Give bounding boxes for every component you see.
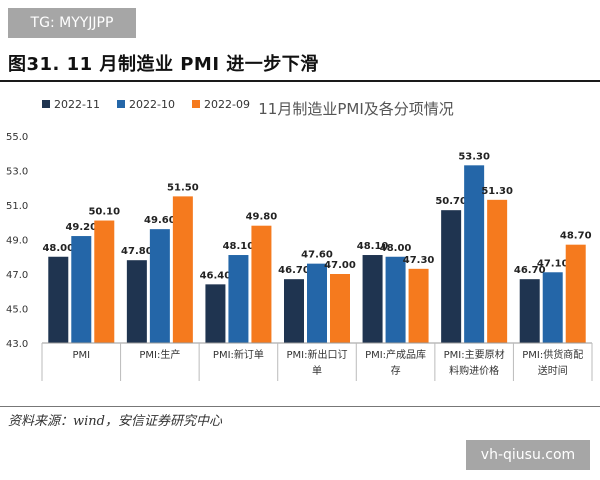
category-label-3-1: 单 — [312, 365, 322, 377]
data-label-5-0: 50.70 — [435, 196, 467, 207]
data-label-6-2: 48.70 — [560, 231, 592, 242]
bar-4-2 — [408, 268, 429, 343]
data-label-0-1: 49.20 — [65, 222, 97, 233]
y-tick-label-0: 43.0 — [6, 339, 28, 350]
bar-5-2 — [487, 199, 508, 343]
category-label-6-0: PMI:供货商配 — [522, 348, 583, 361]
data-label-3-0: 46.70 — [278, 265, 310, 276]
source-rule — [0, 406, 600, 407]
category-label-4-1: 存 — [391, 364, 401, 377]
data-label-2-1: 48.10 — [223, 241, 255, 252]
data-label-6-0: 46.70 — [514, 265, 546, 276]
legend-swatch-0 — [42, 100, 50, 108]
legend-label-0: 2022-11 — [54, 98, 100, 111]
data-label-1-2: 51.50 — [167, 182, 199, 193]
chart-title: 11月制造业PMI及各分项情况 — [258, 100, 454, 118]
bar-2-1 — [228, 255, 249, 343]
data-label-0-2: 50.10 — [88, 207, 120, 218]
bar-5-0 — [441, 210, 462, 343]
data-label-3-2: 47.00 — [324, 260, 356, 271]
legend-swatch-2 — [192, 100, 200, 108]
bar-3-0 — [284, 279, 304, 343]
legend-swatch-1 — [117, 100, 125, 108]
bar-5-1 — [464, 165, 485, 343]
bar-chart: 2022-11 2022-10 2022-09 11月制造业PMI及各分项情况 43… — [6, 98, 593, 381]
category-label-3-0: PMI:新出口订 — [287, 348, 348, 361]
figure-title: 图31. 11 月制造业 PMI 进一步下滑 — [8, 54, 319, 75]
bar-0-2 — [94, 220, 115, 343]
bar-1-2 — [172, 196, 193, 343]
y-tick-label-3: 49.0 — [6, 236, 28, 247]
data-label-1-0: 47.80 — [121, 246, 153, 257]
y-tick-label-6: 55.0 — [6, 132, 28, 143]
category-label-4-0: PMI:产成品库 — [365, 348, 426, 361]
data-label-4-2: 47.30 — [403, 255, 435, 266]
data-label-0-0: 48.00 — [42, 243, 74, 254]
watermark-bottom: vh-qiusu.com — [466, 440, 590, 470]
legend: 2022-11 2022-10 2022-09 — [42, 98, 250, 111]
title-rule — [0, 80, 600, 82]
bar-6-1 — [542, 272, 563, 343]
bar-0-1 — [71, 236, 92, 343]
legend-label-1: 2022-10 — [129, 98, 175, 111]
bar-3-2 — [330, 274, 350, 343]
bar-4-1 — [385, 256, 406, 343]
bar-3-1 — [307, 263, 327, 343]
category-label-5-0: PMI:主要原材 — [444, 348, 505, 361]
data-label-3-1: 47.60 — [301, 250, 333, 261]
data-label-4-1: 48.00 — [380, 243, 412, 254]
data-label-2-2: 49.80 — [246, 212, 278, 223]
category-label-6-1: 送时间 — [538, 364, 568, 377]
bar-0-0 — [48, 256, 69, 343]
y-tick-label-5: 53.0 — [6, 167, 28, 178]
data-label-6-1: 47.10 — [537, 258, 569, 269]
category-label-1-0: PMI:生产 — [139, 348, 180, 361]
y-tick-label-1: 45.0 — [6, 305, 28, 316]
bar-2-2 — [251, 225, 272, 343]
y-axis: 43.0 45.0 47.0 49.0 51.0 53.0 55.0 — [6, 132, 28, 350]
data-label-4-0: 48.10 — [357, 241, 389, 252]
category-label-0-0: PMI — [72, 350, 90, 361]
legend-label-2: 2022-09 — [204, 98, 250, 111]
bar-1-1 — [149, 229, 170, 343]
source-note: 资料来源：wind，安信证券研究中心 — [8, 414, 222, 429]
bar-6-2 — [565, 244, 586, 343]
watermark-top: TG: MYYJJPP — [8, 8, 136, 38]
bar-4-0 — [362, 255, 383, 343]
data-label-5-1: 53.30 — [458, 151, 490, 162]
data-label-5-2: 51.30 — [481, 186, 513, 197]
y-tick-label-2: 47.0 — [6, 270, 28, 281]
bar-2-0 — [205, 284, 226, 343]
category-label-2-0: PMI:新订单 — [213, 348, 264, 361]
y-tick-label-4: 51.0 — [6, 201, 28, 212]
bar-1-0 — [126, 260, 147, 343]
bars: 48.00 49.20 50.10 47.80 49.60 51.50 46.40 48.10… — [42, 151, 592, 343]
bar-6-0 — [519, 279, 540, 343]
data-label-1-1: 49.60 — [144, 215, 176, 226]
data-label-2-0: 46.40 — [200, 270, 232, 281]
category-label-5-1: 料购进价格 — [449, 364, 499, 377]
